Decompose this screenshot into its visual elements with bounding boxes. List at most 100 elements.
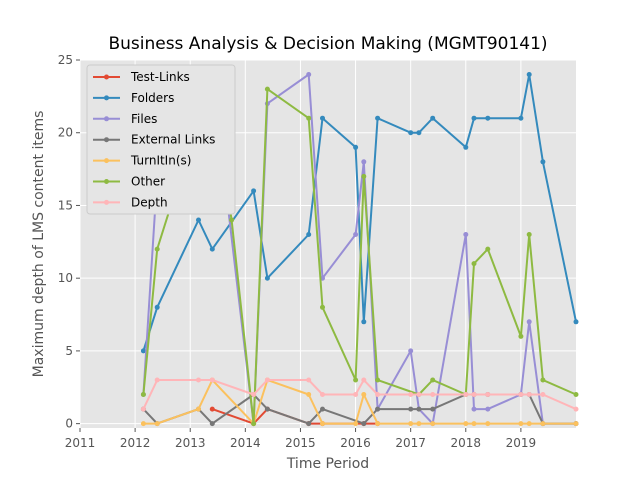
data-point-test-links [209,406,215,412]
data-point-folders [361,319,367,325]
data-point-folders [353,144,359,150]
data-point-depth [251,392,257,397]
legend: Test-Links Folders Files External Links Turn… [86,64,236,215]
legend-marker-other [104,179,109,184]
x-tick-label: 2016 [340,436,371,450]
chart-title: Business Analysis & Decision Making (MGM… [108,34,547,54]
data-point-folders [209,246,215,252]
legend-label-turnitin-s: TurnItIn(s) [130,154,191,168]
data-point-files [471,406,477,412]
x-tick-label: 2011 [65,436,96,450]
legend-label-test-links: Test-Links [130,70,190,84]
legend-label-folders: Folders [131,91,174,105]
data-point-turnitin-s [140,421,146,427]
y-tick-label: 0 [65,417,73,431]
data-point-depth [375,392,381,397]
data-point-other [264,86,270,92]
legend-label-other: Other [131,175,165,189]
data-point-external-links [320,406,325,412]
data-point-depth [353,392,359,397]
legend-marker-depth [104,199,109,205]
data-point-files [306,72,312,77]
series-depth [140,377,579,412]
legend-label-files: Files [131,112,157,126]
data-point-folders [485,115,491,121]
legend-marker-test-links [104,74,109,80]
data-point-depth [573,406,579,412]
data-point-external-links [361,421,367,427]
data-point-depth [540,392,546,397]
data-point-external-links [375,406,381,412]
x-axis-title: Time Period [286,456,369,472]
data-point-other [306,115,312,121]
data-point-depth [408,392,414,397]
data-point-depth [526,392,532,397]
data-point-folders [463,144,469,150]
data-point-other [573,392,579,397]
data-point-turnitin-s [518,421,524,427]
legend-marker-turnitin-s [104,158,109,164]
data-point-depth [430,392,436,397]
data-point-folders [408,130,414,136]
data-point-other [518,333,524,339]
data-point-files [408,348,414,354]
data-point-turnitin-s [485,421,491,427]
data-point-files [485,406,491,412]
data-point-folders [416,130,422,136]
data-point-depth [306,377,312,383]
series-folders [140,72,579,354]
data-point-depth [320,392,325,397]
data-point-folders [306,232,312,237]
data-point-turnitin-s [361,392,367,397]
data-point-depth [485,392,491,397]
data-point-folders [518,115,524,121]
data-point-other [229,217,235,223]
x-tick-label: 2019 [506,436,537,450]
y-tick-label: 20 [58,126,73,140]
data-point-folders [430,115,436,121]
data-point-files [526,319,532,325]
data-point-other [154,246,160,252]
data-point-turnitin-s [353,421,359,427]
data-point-folders [140,348,146,354]
data-point-depth [209,377,215,383]
legend-marker-files [104,116,109,122]
x-tick-label: 2012 [120,436,151,450]
data-point-turnitin-s [306,392,312,397]
data-point-folders [573,319,579,325]
data-point-turnitin-s [471,421,477,427]
data-point-depth [196,377,201,383]
data-point-turnitin-s [463,421,469,427]
data-point-other [320,304,325,310]
data-point-depth [416,392,422,397]
legend-marker-folders [104,95,109,101]
data-point-other [430,377,436,383]
data-point-folders [526,72,532,77]
data-point-folders [264,275,270,281]
data-point-other [485,246,491,252]
y-tick-label: 10 [58,271,73,285]
data-point-turnitin-s [320,421,325,427]
data-point-folders [375,115,381,121]
x-tick-label: 2017 [395,436,426,450]
data-point-files [463,232,469,237]
legend-label-depth: Depth [131,195,168,209]
data-point-folders [540,159,546,165]
data-point-turnitin-s [416,421,422,427]
data-point-other [361,173,367,179]
data-point-files [361,159,367,165]
x-tick-label: 2014 [230,436,261,450]
data-point-external-links [264,406,270,412]
data-point-turnitin-s [154,421,160,427]
data-point-depth [264,377,270,383]
data-point-external-links [306,421,312,427]
data-point-other [526,232,532,237]
data-point-other [471,261,477,267]
data-point-other [375,377,381,383]
legend-box [86,64,236,215]
legend-label-external-links: External Links [131,133,215,147]
data-point-other [140,392,146,397]
y-tick-label: 15 [58,198,73,212]
data-point-turnitin-s [573,421,579,427]
